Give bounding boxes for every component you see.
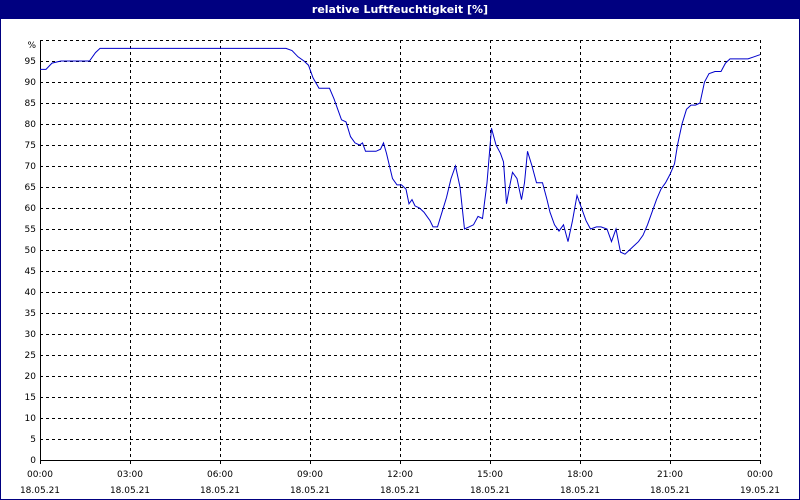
y-tick-label: 70 bbox=[25, 162, 37, 172]
x-tick-time-label: 09:00 bbox=[297, 470, 323, 480]
x-tick-time-label: 03:00 bbox=[117, 470, 143, 480]
x-tick-date-label: 18.05.21 bbox=[110, 486, 150, 496]
x-tick-date-label: 19.05.21 bbox=[740, 486, 780, 496]
x-tick-time-label: 18:00 bbox=[567, 470, 593, 480]
x-tick-time-label: 06:00 bbox=[207, 470, 233, 480]
y-tick-label: 95 bbox=[25, 57, 36, 67]
x-tick-date-label: 18.05.21 bbox=[650, 486, 690, 496]
y-tick-label: 45 bbox=[25, 267, 36, 277]
y-tick-label: 55 bbox=[25, 225, 36, 235]
humidity-series-line bbox=[40, 47, 761, 255]
x-tick-time-label: 15:00 bbox=[477, 470, 503, 480]
x-tick-date-label: 18.05.21 bbox=[380, 486, 420, 496]
x-tick-date-label: 18.05.21 bbox=[470, 486, 510, 496]
y-tick-label: 80 bbox=[25, 120, 37, 130]
y-axis-ticks: 0 5 10 15 20 25 30 35 40 45 50 55 60 65 70 75 80 85 90 95% bbox=[25, 41, 37, 466]
y-tick-label: 65 bbox=[25, 183, 36, 193]
y-tick-label: 10 bbox=[25, 414, 37, 424]
y-tick-label: 25 bbox=[25, 351, 36, 361]
y-tick-label: 0 bbox=[30, 456, 36, 466]
y-tick-label: 90 bbox=[25, 78, 37, 88]
grid bbox=[40, 40, 761, 460]
y-tick-label: 60 bbox=[25, 204, 37, 214]
x-tick-time-label: 12:00 bbox=[387, 470, 413, 480]
x-tick-date-label: 18.05.21 bbox=[20, 486, 60, 496]
chart-title: relative Luftfeuchtigkeit [%] bbox=[0, 0, 800, 19]
x-tick-date-label: 18.05.21 bbox=[200, 486, 240, 496]
y-tick-label: 15 bbox=[25, 393, 36, 403]
y-tick-label: 75 bbox=[25, 141, 36, 151]
x-tick-date-label: 18.05.21 bbox=[560, 486, 600, 496]
y-axis-unit-label: % bbox=[27, 41, 36, 51]
y-tick-label: 30 bbox=[25, 330, 37, 340]
series bbox=[40, 47, 761, 255]
x-tick-time-label: 00:00 bbox=[27, 470, 53, 480]
y-tick-label: 50 bbox=[25, 246, 37, 256]
x-axis-ticks: 00:00 18.05.21 03:00 18.05.21 06:00 18.05.21 0… bbox=[20, 460, 780, 496]
x-tick-time-label: 00:00 bbox=[747, 470, 773, 480]
y-tick-label: 40 bbox=[25, 288, 37, 298]
y-tick-label: 35 bbox=[25, 309, 36, 319]
y-tick-label: 85 bbox=[25, 99, 36, 109]
x-tick-time-label: 21:00 bbox=[657, 470, 683, 480]
x-tick-date-label: 18.05.21 bbox=[290, 486, 330, 496]
y-tick-label: 20 bbox=[25, 372, 37, 382]
y-tick-label: 5 bbox=[30, 435, 36, 445]
